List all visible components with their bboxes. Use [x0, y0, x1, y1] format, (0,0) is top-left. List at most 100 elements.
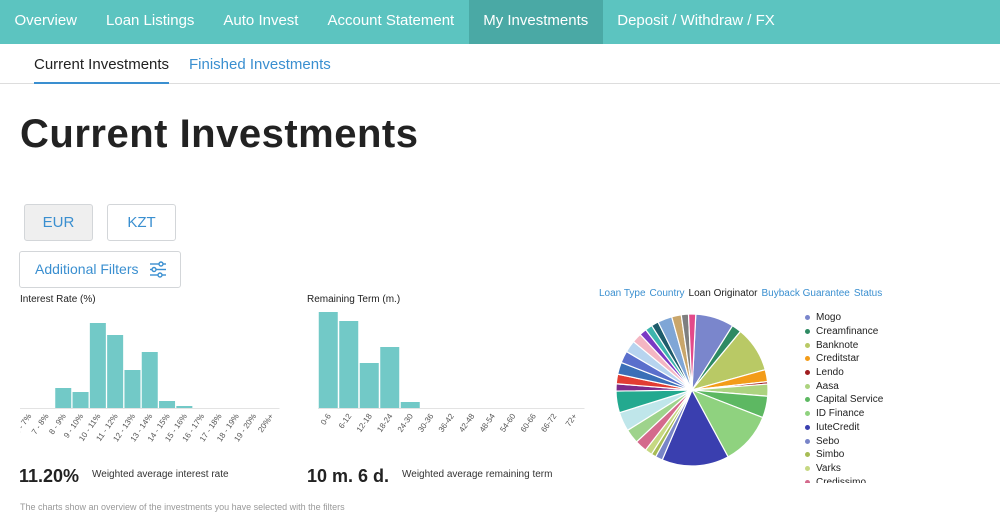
- pie-chart-legend: Mogo Creamfinance Banknote Creditstar Lendo A…: [805, 311, 925, 483]
- histogram-bar[interactable]: [159, 401, 176, 408]
- histogram-bar[interactable]: [107, 335, 124, 408]
- currency-kzt-button[interactable]: KZT: [107, 204, 176, 241]
- legend-dot: [805, 383, 810, 389]
- histogram-bar[interactable]: [55, 388, 72, 408]
- legend-dot: [805, 329, 810, 335]
- legend-item[interactable]: Varks: [805, 462, 925, 476]
- pie-tab-loan-type[interactable]: Loan Type: [599, 288, 646, 299]
- legend-label: Creditstar: [816, 353, 860, 365]
- weighted-avg-interest-value: 11.20%: [19, 466, 80, 486]
- legend-label: Lendo: [816, 367, 844, 379]
- pie-slice[interactable]: [687, 313, 697, 391]
- legend-dot: [805, 315, 810, 321]
- pie-chart-tabs: Loan Type Country Loan Originator Buyback G…: [599, 288, 886, 299]
- remaining-term-histogram: 0-6 6-12 12-18 18-24 24-30 30-36 36-42 42-48 48-…: [318, 312, 585, 434]
- pie-tab-loan-originator[interactable]: Loan Originator: [688, 288, 758, 299]
- legend-dot: [805, 411, 810, 417]
- x-tick-label: 6-12: [337, 412, 354, 431]
- legend-item[interactable]: Sebo: [805, 434, 925, 448]
- legend-label: ID Finance: [816, 408, 865, 420]
- histogram-bar[interactable]: [339, 321, 359, 408]
- active-tab-underline: [34, 82, 169, 84]
- legend-dot: [805, 356, 810, 362]
- x-tick-label: 60-66: [519, 412, 538, 434]
- currency-eur-button[interactable]: EUR: [24, 204, 93, 241]
- legend-item[interactable]: Banknote: [805, 338, 925, 352]
- legend-item[interactable]: ID Finance: [805, 407, 925, 421]
- weighted-avg-term-value: 10 m. 6 d.: [307, 466, 390, 486]
- legend-label: Credissimo: [816, 476, 867, 483]
- histogram-bar[interactable]: [176, 406, 193, 408]
- additional-filters-label: Additional Filters: [35, 261, 139, 277]
- interest-rate-chart-title: Interest Rate (%): [20, 294, 96, 305]
- histogram-bar[interactable]: [400, 402, 420, 408]
- histogram-bar[interactable]: [380, 347, 400, 408]
- x-tick-label: 20%+: [256, 412, 275, 434]
- legend-item[interactable]: Credissimo: [805, 475, 925, 483]
- pie-tab-buyback-guarantee[interactable]: Buyback Guarantee: [761, 288, 850, 299]
- histogram-bar[interactable]: [141, 352, 158, 408]
- interest-rate-histogram: 6 - 7%7 - 8%8 - 9%9 - 10%10 - 11%11 - 12…: [20, 323, 280, 443]
- tab-finished-investments[interactable]: Finished Investments: [189, 56, 331, 73]
- histogram-bar[interactable]: [124, 370, 141, 408]
- pie-tab-country[interactable]: Country: [649, 288, 685, 299]
- legend-dot: [805, 342, 810, 348]
- nav-item-loan-listings[interactable]: Loan Listings: [106, 12, 195, 29]
- nav-item-account-statement[interactable]: Account Statement: [327, 12, 455, 29]
- legend-item[interactable]: Creamfinance: [805, 325, 925, 339]
- legend-dot: [805, 397, 810, 403]
- legend-dot: [805, 465, 810, 471]
- legend-dot: [805, 370, 810, 376]
- pie-slice[interactable]: [661, 388, 729, 467]
- weighted-avg-interest-label: Weighted average interest rate: [92, 469, 229, 480]
- legend-item[interactable]: Capital Service: [805, 393, 925, 407]
- legend-item[interactable]: Simbo: [805, 448, 925, 462]
- pie-tab-status[interactable]: Status: [853, 288, 883, 299]
- nav-item-deposit-withdraw-fx[interactable]: Deposit / Withdraw / FX: [617, 12, 775, 29]
- additional-filters-button[interactable]: Additional Filters: [19, 251, 181, 288]
- histogram-bar[interactable]: [359, 363, 379, 408]
- x-tick-label: 54-60: [498, 412, 517, 434]
- weighted-avg-term-label: Weighted average remaining term: [402, 469, 553, 480]
- histogram-bar[interactable]: [318, 312, 338, 408]
- legend-dot: [805, 424, 810, 430]
- histogram-bar[interactable]: [72, 392, 89, 408]
- x-tick-label: 42-48: [457, 412, 476, 434]
- legend-item[interactable]: IuteCredit: [805, 421, 925, 435]
- remaining-term-chart-title: Remaining Term (m.): [307, 294, 401, 305]
- legend-dot: [805, 438, 810, 444]
- tab-current-investments[interactable]: Current Investments: [34, 56, 170, 73]
- legend-item[interactable]: Mogo: [805, 311, 925, 325]
- legend-label: IuteCredit: [816, 421, 860, 433]
- sliders-icon: [150, 261, 166, 278]
- x-tick-label: 12-18: [355, 412, 374, 434]
- legend-label: Simbo: [816, 449, 845, 461]
- x-tick-label: 30-36: [416, 412, 435, 434]
- top-navigation: Overview Loan Listings Auto Invest Account …: [0, 0, 1000, 44]
- x-tick-label: 66-72: [539, 412, 558, 434]
- x-tick-label: 48-54: [478, 412, 497, 434]
- x-tick-label: 72+: [564, 412, 579, 429]
- sub-navigation: Current Investments Finished Investments: [0, 44, 1000, 84]
- legend-label: Varks: [816, 462, 841, 474]
- legend-label: Capital Service: [816, 394, 884, 406]
- nav-item-my-investments[interactable]: My Investments: [468, 0, 603, 44]
- loan-originator-pie-chart: [615, 313, 769, 467]
- legend-label: Banknote: [816, 339, 859, 351]
- legend-item[interactable]: Creditstar: [805, 352, 925, 366]
- x-tick-label: 36-42: [437, 412, 456, 434]
- legend-label: Sebo: [816, 435, 840, 447]
- nav-item-auto-invest[interactable]: Auto Invest: [223, 12, 299, 29]
- x-tick-label: 24-30: [396, 412, 415, 434]
- legend-dot: [805, 452, 810, 458]
- legend-label: Aasa: [816, 380, 839, 392]
- histogram-bar[interactable]: [89, 323, 106, 408]
- x-tick-label: 18-24: [375, 412, 394, 434]
- legend-label: Mogo: [816, 312, 842, 324]
- legend-item[interactable]: Lendo: [805, 366, 925, 380]
- nav-item-overview[interactable]: Overview: [14, 12, 78, 29]
- legend-dot: [805, 479, 810, 483]
- page-title: Current Investments: [20, 112, 419, 156]
- legend-item[interactable]: Aasa: [805, 379, 925, 393]
- x-tick-label: 7 - 8%: [30, 412, 51, 436]
